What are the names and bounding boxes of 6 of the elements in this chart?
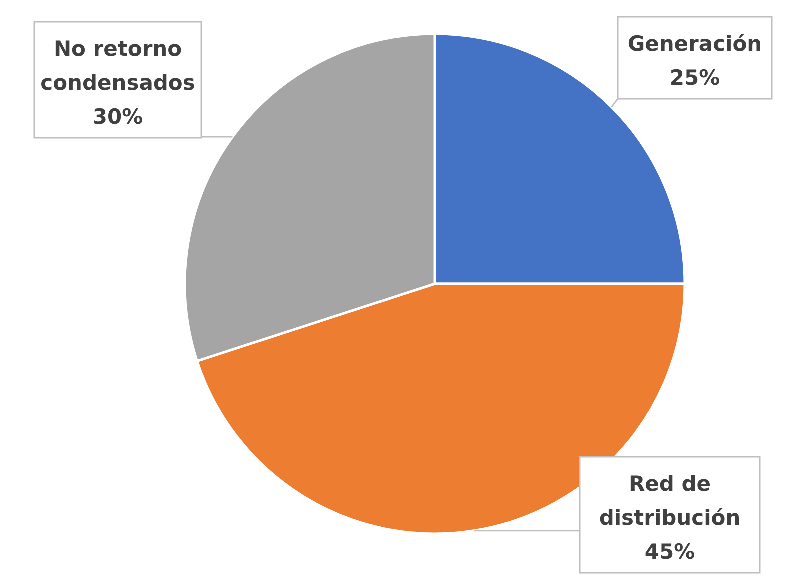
data-label: 30% — [92, 105, 144, 129]
slice-label: No retorno condensados — [40, 37, 196, 95]
data-label: 25% — [670, 66, 720, 90]
slice-label: Generación — [628, 32, 762, 56]
data-label: 45% — [644, 540, 696, 564]
slice-label: Red de distribución — [599, 472, 741, 530]
